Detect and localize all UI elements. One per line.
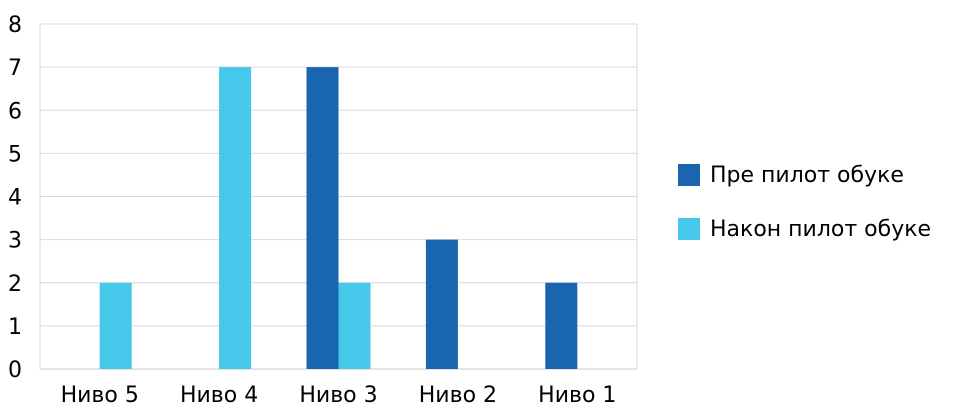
y-tick-label: 4 [8, 186, 22, 211]
x-axis: Ниво 5 Ниво 4 Ниво 3 Ниво 2 Ниво 1 [61, 383, 617, 408]
x-tick-label: Ниво 2 [419, 383, 497, 408]
x-tick-label: Ниво 4 [180, 383, 258, 408]
y-tick-label: 7 [8, 56, 22, 81]
legend-label: Пре пилот обуке [710, 163, 904, 188]
y-axis: 0 1 2 3 4 5 6 7 8 [8, 13, 22, 383]
legend-swatch [678, 218, 700, 240]
y-tick-label: 8 [8, 13, 22, 38]
x-tick-label: Ниво 1 [538, 383, 616, 408]
legend-label: Након пилот обуке [710, 217, 931, 242]
y-tick-label: 2 [8, 272, 22, 297]
bar-after-3 [338, 282, 371, 369]
y-tick-label: 5 [8, 142, 22, 167]
bar-after-1 [99, 282, 132, 369]
legend: Пре пилот обуке Након пилот обуке [678, 163, 931, 242]
x-tick-label: Ниво 5 [61, 383, 139, 408]
bar-after-2 [219, 67, 252, 369]
bars [99, 67, 578, 369]
bar-before-5 [545, 282, 578, 369]
y-tick-label: 6 [8, 99, 22, 124]
x-tick-label: Ниво 3 [299, 383, 377, 408]
legend-swatch [678, 164, 700, 186]
bar-before-4 [425, 239, 458, 369]
y-tick-label: 0 [8, 358, 22, 383]
bar-before-3 [306, 67, 339, 369]
y-tick-label: 3 [8, 229, 22, 254]
y-tick-label: 1 [8, 315, 22, 340]
